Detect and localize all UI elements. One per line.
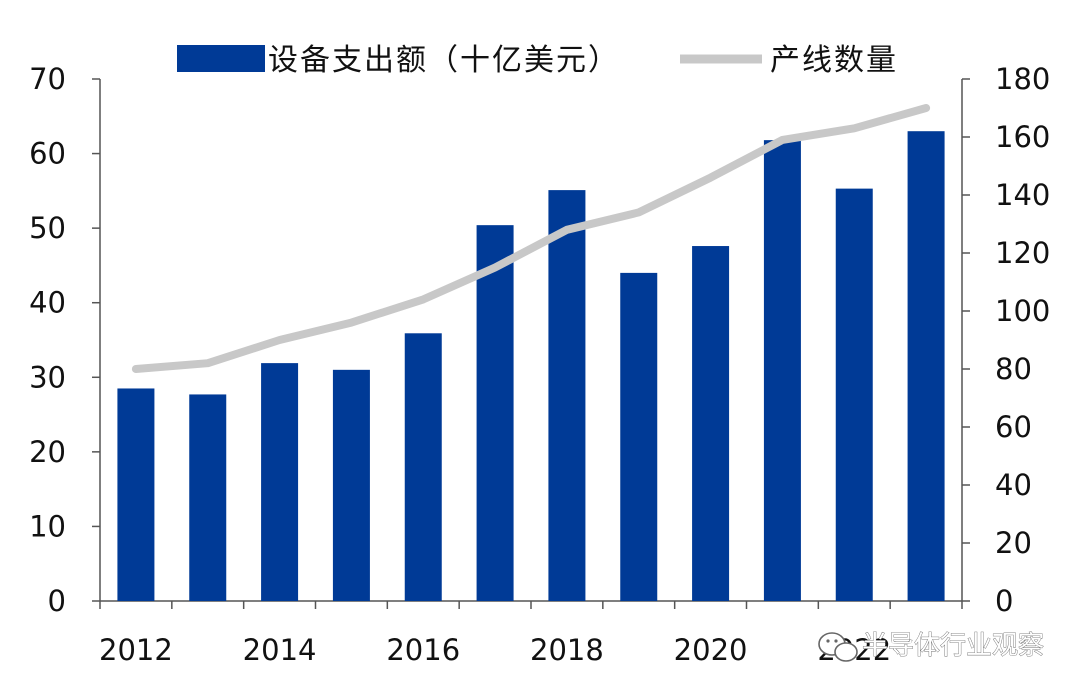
x-axis-tick-label: 2020: [674, 633, 748, 667]
left-axis-tick-label: 30: [29, 360, 66, 394]
bar-2019: [620, 272, 658, 601]
left-axis-tick-label: 10: [29, 509, 66, 543]
right-axis-tick-label: 80: [995, 352, 1032, 386]
bar-series: [117, 131, 945, 602]
watermark: 半导体行业观察: [818, 631, 1044, 662]
bar-2023: [907, 131, 945, 601]
wechat-icon: [818, 632, 858, 662]
x-axis-tick-label: 2018: [530, 633, 604, 667]
right-axis-tick-label: 100: [995, 294, 1050, 328]
bar-2016: [404, 333, 442, 601]
bar-2022: [835, 188, 873, 601]
left-axis-tick-label: 40: [29, 286, 66, 320]
left-axis-tick-label: 20: [29, 435, 66, 469]
bar-2014: [261, 363, 299, 601]
right-axis-tick-label: 40: [995, 468, 1032, 502]
left-axis-tick-label: 0: [48, 584, 66, 618]
right-axis-tick-label: 20: [995, 526, 1032, 560]
bar-2013: [189, 394, 227, 601]
bar-2012: [117, 388, 155, 601]
x-axis-tick-label: 2016: [386, 633, 460, 667]
bar-2015: [332, 369, 370, 601]
x-axis-tick-label: 2012: [99, 633, 173, 667]
line-series: [131, 104, 931, 373]
left-axis-tick-label: 60: [29, 137, 66, 171]
line-path: [131, 104, 931, 373]
x-axis-tick-label: 2014: [243, 633, 317, 667]
legend-label-line: 产线数量: [770, 43, 898, 78]
bar-2020: [692, 246, 730, 602]
legend-swatch-bar: [177, 45, 265, 72]
legend-label-bar: 设备支出额（十亿美元）: [268, 43, 620, 78]
right-axis-tick-label: 140: [995, 178, 1050, 212]
left-axis-tick-label: 70: [29, 62, 66, 96]
axes: [92, 78, 970, 609]
tick-labels: 0 10 20 30 40 50 60 70 0 20 40 60 80 100 120 140 160 180 2…: [29, 62, 1050, 667]
left-axis-tick-label: 50: [29, 211, 66, 245]
legend: 设备支出额（十亿美元） 产线数量: [177, 43, 898, 78]
right-axis-tick-label: 160: [995, 120, 1050, 154]
bar-2018: [548, 190, 586, 601]
right-axis-tick-label: 60: [995, 410, 1032, 444]
bar-2021: [763, 140, 801, 602]
right-axis-tick-label: 0: [995, 584, 1013, 618]
right-axis-tick-label: 180: [995, 62, 1050, 96]
watermark-text: 半导体行业观察: [862, 631, 1044, 661]
bar-2017: [476, 225, 514, 601]
right-axis-tick-label: 120: [995, 236, 1050, 270]
